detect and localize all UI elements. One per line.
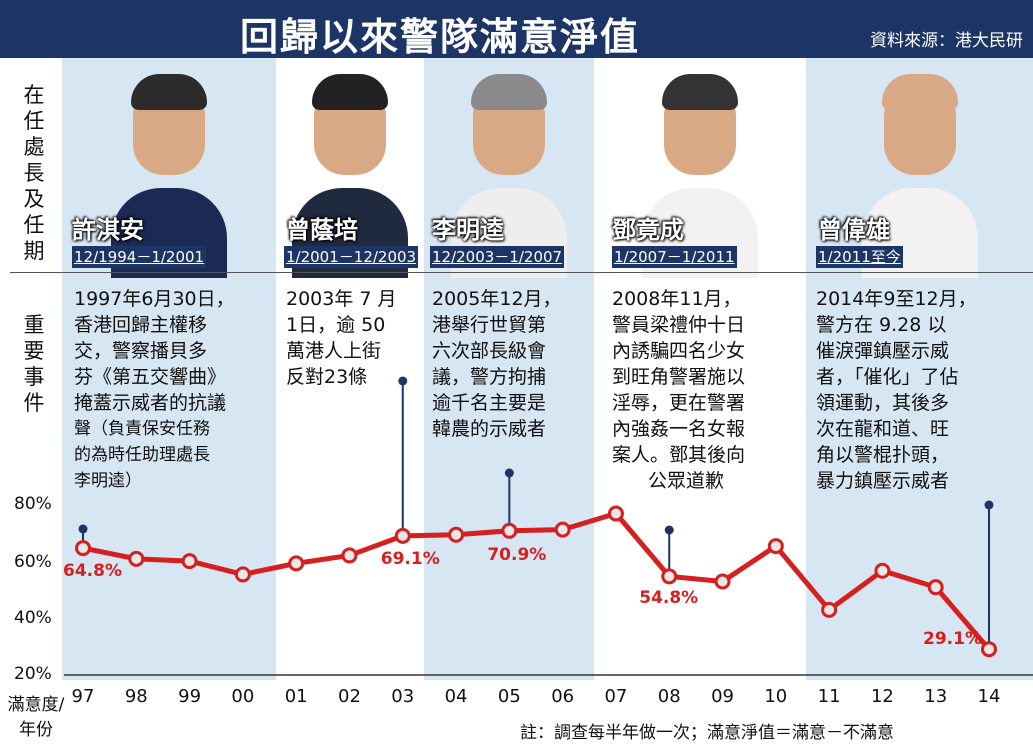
x-tick-label: 01 — [284, 686, 308, 707]
data-point — [234, 566, 251, 583]
footnote: 註：調查每半年做一次；滿意淨值＝滿意－不滿意 — [520, 723, 894, 743]
x-tick-label: 13 — [924, 686, 948, 707]
data-value-label: 29.1% — [923, 629, 982, 650]
event-text-5: 2014年9至12月， 警方在 9.28 以 催淚彈鎮壓示威 者，「催化」了佔 … — [816, 288, 977, 492]
x-tick-label: 98 — [124, 686, 148, 707]
commissioner-name-3: 李明逵 — [432, 215, 504, 244]
era-band-5 — [806, 58, 1033, 680]
data-point — [767, 538, 784, 555]
x-tick-label: 99 — [178, 686, 202, 707]
event-text-1: 1997年6月30日， 香港回歸主權移 交，警察播貝多 芬《第五交響曲》 掩蓋示… — [74, 288, 235, 491]
data-point — [501, 522, 518, 539]
x-tick-label: 02 — [338, 686, 361, 707]
data-point — [554, 521, 571, 538]
event-text-3: 2005年12月， 港舉行世貿第 六次部長級會 議，警方拘捕 逾千名主要是 韓農… — [432, 288, 562, 440]
x-tick-label: 08 — [657, 686, 681, 707]
data-point — [341, 547, 358, 564]
data-point — [661, 568, 678, 585]
x-tick-label: 07 — [604, 686, 628, 707]
data-point — [75, 540, 91, 557]
x-tick-label: 12 — [870, 686, 894, 707]
commissioner-term-3: 12/2003－1/2007 — [430, 246, 565, 268]
data-point — [874, 562, 891, 579]
title-banner: 回歸以來警隊滿意淨值 資料來源：港大民研 — [0, 0, 1033, 59]
event-leader-dot — [398, 376, 408, 386]
commissioner-name-2: 曾蔭培 — [286, 215, 358, 244]
commissioner-term-2: 1/2001－12/2003 — [284, 246, 419, 268]
commissioner-term-4: 1/2007－1/2011 — [612, 246, 737, 268]
data-value-label: 69.1% — [380, 548, 440, 569]
y-tick-20: 20% — [14, 664, 52, 684]
commissioner-name-5: 曾偉雄 — [818, 215, 890, 244]
event-leader-dot — [78, 524, 88, 534]
commissioner-term-1: 12/1994－1/2001 — [72, 246, 207, 268]
x-tick-label: 04 — [444, 686, 468, 707]
commissioner-name-4: 鄧竟成 — [612, 215, 684, 244]
data-point — [394, 527, 411, 544]
data-value-label: 64.8% — [63, 561, 122, 582]
y-tick-60: 60% — [14, 552, 52, 572]
event-text-4: 2008年11月， 警員梁禮仲十日 內誘騙四名少女 到旺角警署施以 淫辱，更在警… — [612, 288, 746, 492]
x-tick-label: 05 — [497, 686, 521, 707]
data-point — [927, 579, 944, 596]
row-label-commissioner: 在任處長及任期 — [23, 83, 45, 263]
axis-label-satisfaction-year: 滿意度/年份 — [7, 695, 65, 740]
y-tick-40: 40% — [14, 608, 52, 628]
row-label-column — [0, 58, 62, 751]
commissioner-name-1: 許淇安 — [72, 215, 144, 244]
data-point — [981, 641, 997, 658]
y-tick-80: 80% — [14, 494, 52, 514]
data-point — [714, 573, 731, 590]
section-divider — [10, 272, 1033, 273]
satisfaction-line — [82, 511, 991, 651]
data-point — [181, 553, 198, 570]
era-band-4 — [594, 58, 806, 680]
row-label-events: 重要事件 — [23, 313, 45, 415]
data-point — [607, 505, 624, 522]
x-tick-label: 11 — [817, 686, 841, 707]
x-tick-label: 03 — [391, 686, 415, 707]
x-tick-label: 97 — [71, 686, 95, 707]
chart-title: 回歸以來警隊滿意淨值 — [240, 14, 641, 59]
commissioner-term-5: 1/2011至今 — [816, 246, 903, 268]
event-leader-dot — [664, 525, 674, 535]
data-value-label: 70.9% — [487, 544, 547, 565]
event-text-2: 2003年 7 月 1日，逾 50 萬港人上街 反對23條 — [286, 288, 397, 388]
x-tick-label: 00 — [231, 686, 255, 707]
data-point — [821, 601, 838, 618]
x-tick-label: 10 — [764, 686, 788, 707]
event-leader-dot — [504, 468, 514, 478]
event-leader-dot — [984, 500, 994, 510]
data-point — [128, 550, 145, 567]
data-point — [448, 526, 465, 543]
era-band-3 — [424, 58, 594, 680]
x-tick-label: 09 — [711, 686, 734, 707]
data-value-label: 54.8% — [639, 588, 699, 609]
source-note: 資料來源：港大民研 — [870, 31, 1023, 51]
x-tick-label: 14 — [977, 686, 1001, 707]
x-tick-label: 06 — [551, 686, 575, 707]
data-point — [288, 555, 305, 572]
